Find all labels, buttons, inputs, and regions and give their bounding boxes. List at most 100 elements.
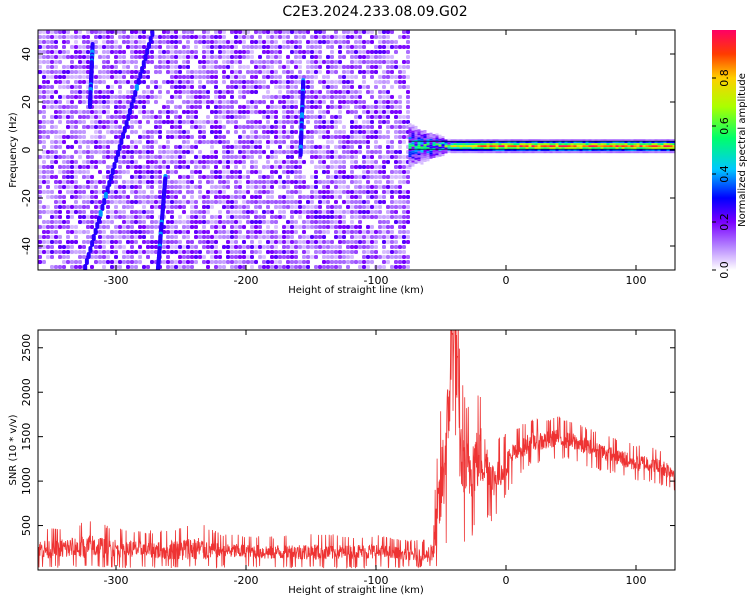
heatmap-cell bbox=[374, 240, 378, 244]
heatmap-cell bbox=[182, 80, 186, 84]
heatmap-cell bbox=[254, 245, 258, 249]
heatmap-cell bbox=[182, 90, 186, 94]
heatmap-cell bbox=[270, 110, 274, 114]
heatmap-cell bbox=[126, 145, 130, 149]
heatmap-cell bbox=[402, 195, 406, 199]
heatmap-cell bbox=[394, 50, 398, 54]
heatmap-cell bbox=[94, 130, 98, 134]
heatmap-cell bbox=[102, 150, 106, 154]
heatmap-cell bbox=[326, 180, 330, 184]
heatmap-cell bbox=[234, 260, 238, 264]
signal-cell bbox=[657, 145, 661, 148]
heatmap-cell bbox=[222, 125, 226, 129]
signal-cell bbox=[534, 147, 538, 150]
heatmap-cell bbox=[166, 65, 170, 69]
signal-cell bbox=[642, 139, 646, 142]
heatmap-cell bbox=[330, 65, 334, 69]
heatmap-cell bbox=[106, 55, 110, 59]
heatmap-cell bbox=[358, 265, 362, 269]
heatmap-cell bbox=[270, 35, 274, 39]
signal-cell bbox=[450, 141, 454, 144]
heatmap-cell bbox=[326, 155, 330, 159]
signal-cell bbox=[408, 157, 412, 160]
signal-cell bbox=[501, 145, 505, 148]
heatmap-cell bbox=[58, 95, 62, 99]
signal-cell bbox=[555, 149, 559, 152]
heatmap-cell bbox=[46, 100, 50, 104]
heatmap-cell bbox=[322, 220, 326, 224]
heatmap-cell bbox=[278, 215, 282, 219]
heatmap-cell bbox=[70, 210, 74, 214]
signal-cell bbox=[459, 139, 463, 142]
signal-cell bbox=[531, 143, 535, 146]
heatmap-cell bbox=[186, 45, 190, 49]
heatmap-cell bbox=[370, 130, 374, 134]
signal-cell bbox=[477, 149, 481, 152]
heatmap-cell bbox=[218, 170, 222, 174]
heatmap-cell bbox=[122, 35, 126, 39]
heatmap-cell bbox=[118, 60, 122, 64]
heatmap-cell bbox=[190, 215, 194, 219]
signal-cell bbox=[603, 149, 607, 152]
signal-cell bbox=[615, 143, 619, 146]
heatmap-cell bbox=[126, 170, 130, 174]
heatmap-cell bbox=[398, 145, 402, 149]
heatmap-cell bbox=[322, 75, 326, 79]
heatmap-cell bbox=[46, 45, 50, 49]
figure-title: C2E3.2024.233.08.09.G02 bbox=[282, 4, 467, 20]
heatmap-cell bbox=[266, 125, 270, 129]
signal-cell bbox=[504, 145, 508, 148]
heatmap-cell bbox=[366, 130, 370, 134]
heatmap-cell bbox=[246, 50, 250, 54]
signal-cell bbox=[417, 153, 421, 156]
heatmap-cell bbox=[350, 230, 354, 234]
heatmap-cell bbox=[370, 205, 374, 209]
signal-cell bbox=[597, 145, 601, 148]
signal-cell bbox=[513, 151, 517, 154]
signal-cell bbox=[420, 160, 424, 163]
heatmap-cell bbox=[142, 210, 146, 214]
heatmap-cell bbox=[78, 195, 82, 199]
heatmap-cell bbox=[94, 240, 98, 244]
heatmap-cell bbox=[230, 45, 234, 49]
heatmap-cell bbox=[110, 250, 114, 254]
streak-cell bbox=[143, 54, 148, 61]
heatmap-cell bbox=[174, 70, 178, 74]
heatmap-cell bbox=[190, 190, 194, 194]
heatmap-cell bbox=[338, 65, 342, 69]
heatmap-cell bbox=[186, 265, 190, 269]
signal-cell bbox=[423, 136, 427, 138]
heatmap-cell bbox=[362, 105, 366, 109]
heatmap-cell bbox=[342, 90, 346, 94]
heatmap-cell bbox=[178, 80, 182, 84]
heatmap-cell bbox=[174, 145, 178, 149]
heatmap-cell bbox=[350, 65, 354, 69]
heatmap-cell bbox=[282, 265, 286, 269]
signal-cell bbox=[408, 151, 412, 154]
signal-cell bbox=[588, 139, 592, 142]
heatmap-cell bbox=[158, 115, 162, 119]
signal-cell bbox=[408, 139, 412, 142]
heatmap-cell bbox=[358, 95, 362, 99]
heatmap-cell bbox=[258, 230, 262, 234]
signal-cell bbox=[660, 145, 664, 148]
heatmap-cell bbox=[174, 225, 178, 229]
heatmap-cell bbox=[366, 120, 370, 124]
heatmap-cell bbox=[190, 250, 194, 254]
signal-cell bbox=[450, 149, 454, 152]
heatmap-cell bbox=[346, 210, 350, 214]
heatmap-cell bbox=[54, 180, 58, 184]
heatmap-cell bbox=[222, 155, 226, 159]
heatmap-cell bbox=[50, 160, 54, 164]
signal-cell bbox=[426, 155, 430, 158]
heatmap-cell bbox=[114, 130, 118, 134]
heatmap-cell bbox=[58, 75, 62, 79]
heatmap-cell bbox=[66, 50, 70, 54]
heatmap-cell bbox=[386, 240, 390, 244]
heatmap-cell bbox=[270, 115, 274, 119]
signal-cell bbox=[414, 131, 418, 134]
heatmap-cell bbox=[50, 240, 54, 244]
heatmap-cell bbox=[58, 170, 62, 174]
heatmap-cell bbox=[38, 255, 42, 259]
heatmap-cell bbox=[254, 140, 258, 144]
